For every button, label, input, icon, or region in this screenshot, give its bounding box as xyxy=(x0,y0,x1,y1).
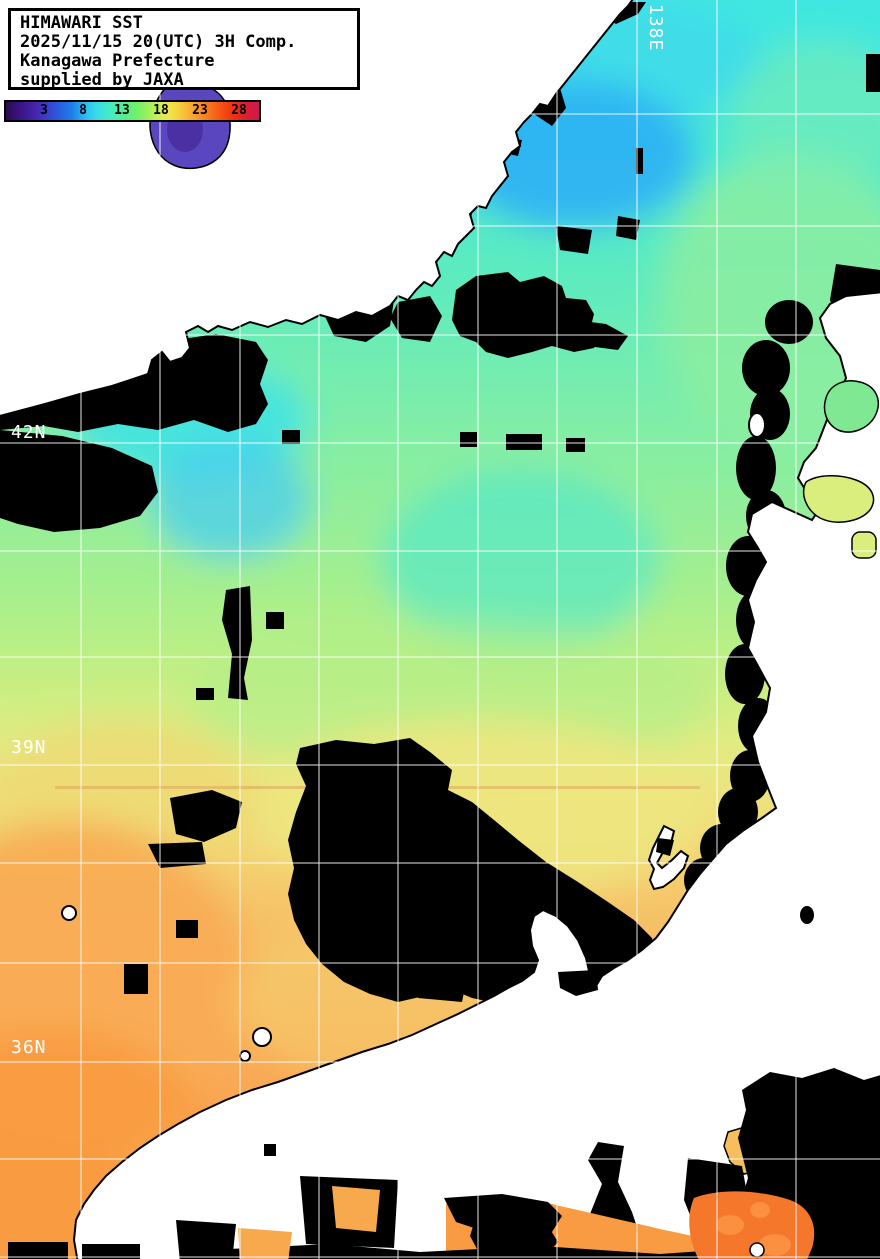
product-title-box: HIMAWARI SST 2025/11/15 20(UTC) 3H Comp.… xyxy=(8,8,360,90)
lat-label-39n: 39N xyxy=(11,737,47,758)
sado-cloud xyxy=(656,838,674,856)
land-honshu-hokkaido xyxy=(72,291,880,1259)
scale-tick-3: 3 xyxy=(40,103,48,118)
title-line-region: Kanagawa Prefecture xyxy=(20,51,215,71)
lat-label-36n: 36N xyxy=(11,1037,47,1058)
lat-label-42n: 42N xyxy=(11,422,47,443)
oki-island xyxy=(252,1027,272,1047)
kuroshio-water-layer xyxy=(238,1186,815,1259)
izu-oshima-island xyxy=(749,1242,765,1258)
lon-label-138e: 138E xyxy=(645,4,666,52)
title-line-product: HIMAWARI SST xyxy=(20,13,143,33)
scale-tick-8: 8 xyxy=(79,103,87,118)
ulleungdo-island xyxy=(61,905,77,921)
funka-bay xyxy=(823,380,880,433)
ogawara-lagoon xyxy=(851,531,877,559)
scale-tick-13: 13 xyxy=(114,103,130,118)
scale-tick-18: 18 xyxy=(153,103,169,118)
scale-tick-23: 23 xyxy=(192,103,208,118)
temperature-scale-bar: 3 8 13 18 23 28 xyxy=(4,100,261,122)
oki-islet xyxy=(239,1050,251,1062)
mutsu-bay xyxy=(802,475,875,523)
toyama-bay-cloud xyxy=(558,970,598,996)
title-line-datetime: 2025/11/15 20(UTC) 3H Comp. xyxy=(20,32,297,52)
lake-inawashiro xyxy=(800,906,814,924)
scale-tick-28: 28 xyxy=(231,103,247,118)
title-line-source: supplied by JAXA xyxy=(20,70,184,90)
okushiri-island xyxy=(748,412,766,438)
bottom-edge-clouds xyxy=(208,1244,745,1259)
